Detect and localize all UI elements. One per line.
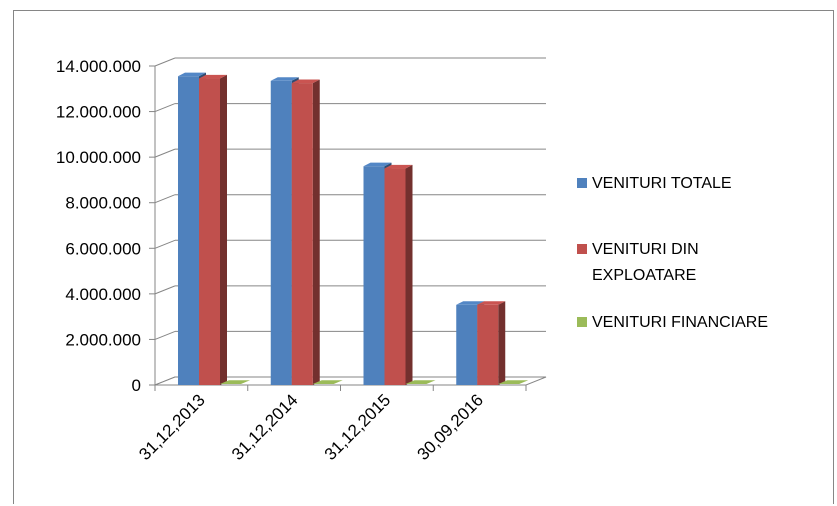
bar-top [477, 301, 506, 305]
gridline-depth [154, 285, 176, 295]
bar [178, 76, 199, 385]
gridline-depth [154, 57, 176, 67]
bar-top [363, 162, 392, 167]
x-tick-label: 31,12,2013 [135, 390, 209, 464]
legend-label: VENITURI FINANCIARE [592, 314, 768, 331]
bar [220, 380, 250, 384]
bar [477, 304, 499, 385]
bar-side [405, 164, 413, 385]
legend-swatch [577, 244, 587, 254]
y-tick-label: 12.000.000 [56, 103, 141, 122]
bar-top [270, 77, 299, 81]
bar [498, 380, 529, 384]
bar [199, 78, 220, 386]
bar-top [384, 164, 413, 169]
legend-swatch [577, 317, 587, 327]
legend-label: VENITURI TOTALE [592, 175, 732, 192]
y-tick-label: 14.000.000 [56, 57, 141, 76]
chart-frame [13, 10, 834, 504]
bar [291, 83, 313, 385]
bar-top [199, 74, 227, 79]
y-tick-label: 2.000.000 [65, 330, 141, 349]
bar [456, 304, 478, 385]
y-tick-label: 8.000.000 [65, 194, 141, 213]
y-tick-label: 0 [132, 376, 141, 395]
legend-label: VENITURI DIN EXPLOATARE [592, 241, 699, 284]
bar-side [220, 74, 227, 386]
gridline-depth [154, 103, 176, 113]
bar [405, 380, 436, 384]
legend-swatch [577, 178, 587, 188]
bar [384, 168, 406, 385]
bar-top [456, 301, 485, 305]
y-tick-label: 4.000.000 [65, 285, 141, 304]
gridline-depth [154, 194, 176, 204]
bar-top [178, 72, 206, 77]
bar [363, 166, 385, 385]
gridline-depth [154, 239, 176, 249]
bar-top [291, 79, 320, 84]
y-tick-label: 10.000.000 [56, 148, 141, 167]
bar [312, 380, 343, 384]
x-tick-label: 31,12,2015 [321, 390, 395, 464]
bar-side [312, 79, 320, 385]
gridline-depth [154, 330, 176, 340]
bar-side [498, 301, 506, 385]
y-tick-label: 6.000.000 [65, 239, 141, 258]
x-tick-label: 31,12,2014 [228, 390, 302, 464]
x-tick-label: 30,09,2016 [413, 390, 487, 464]
gridline-depth [154, 148, 176, 158]
bar [270, 80, 292, 385]
